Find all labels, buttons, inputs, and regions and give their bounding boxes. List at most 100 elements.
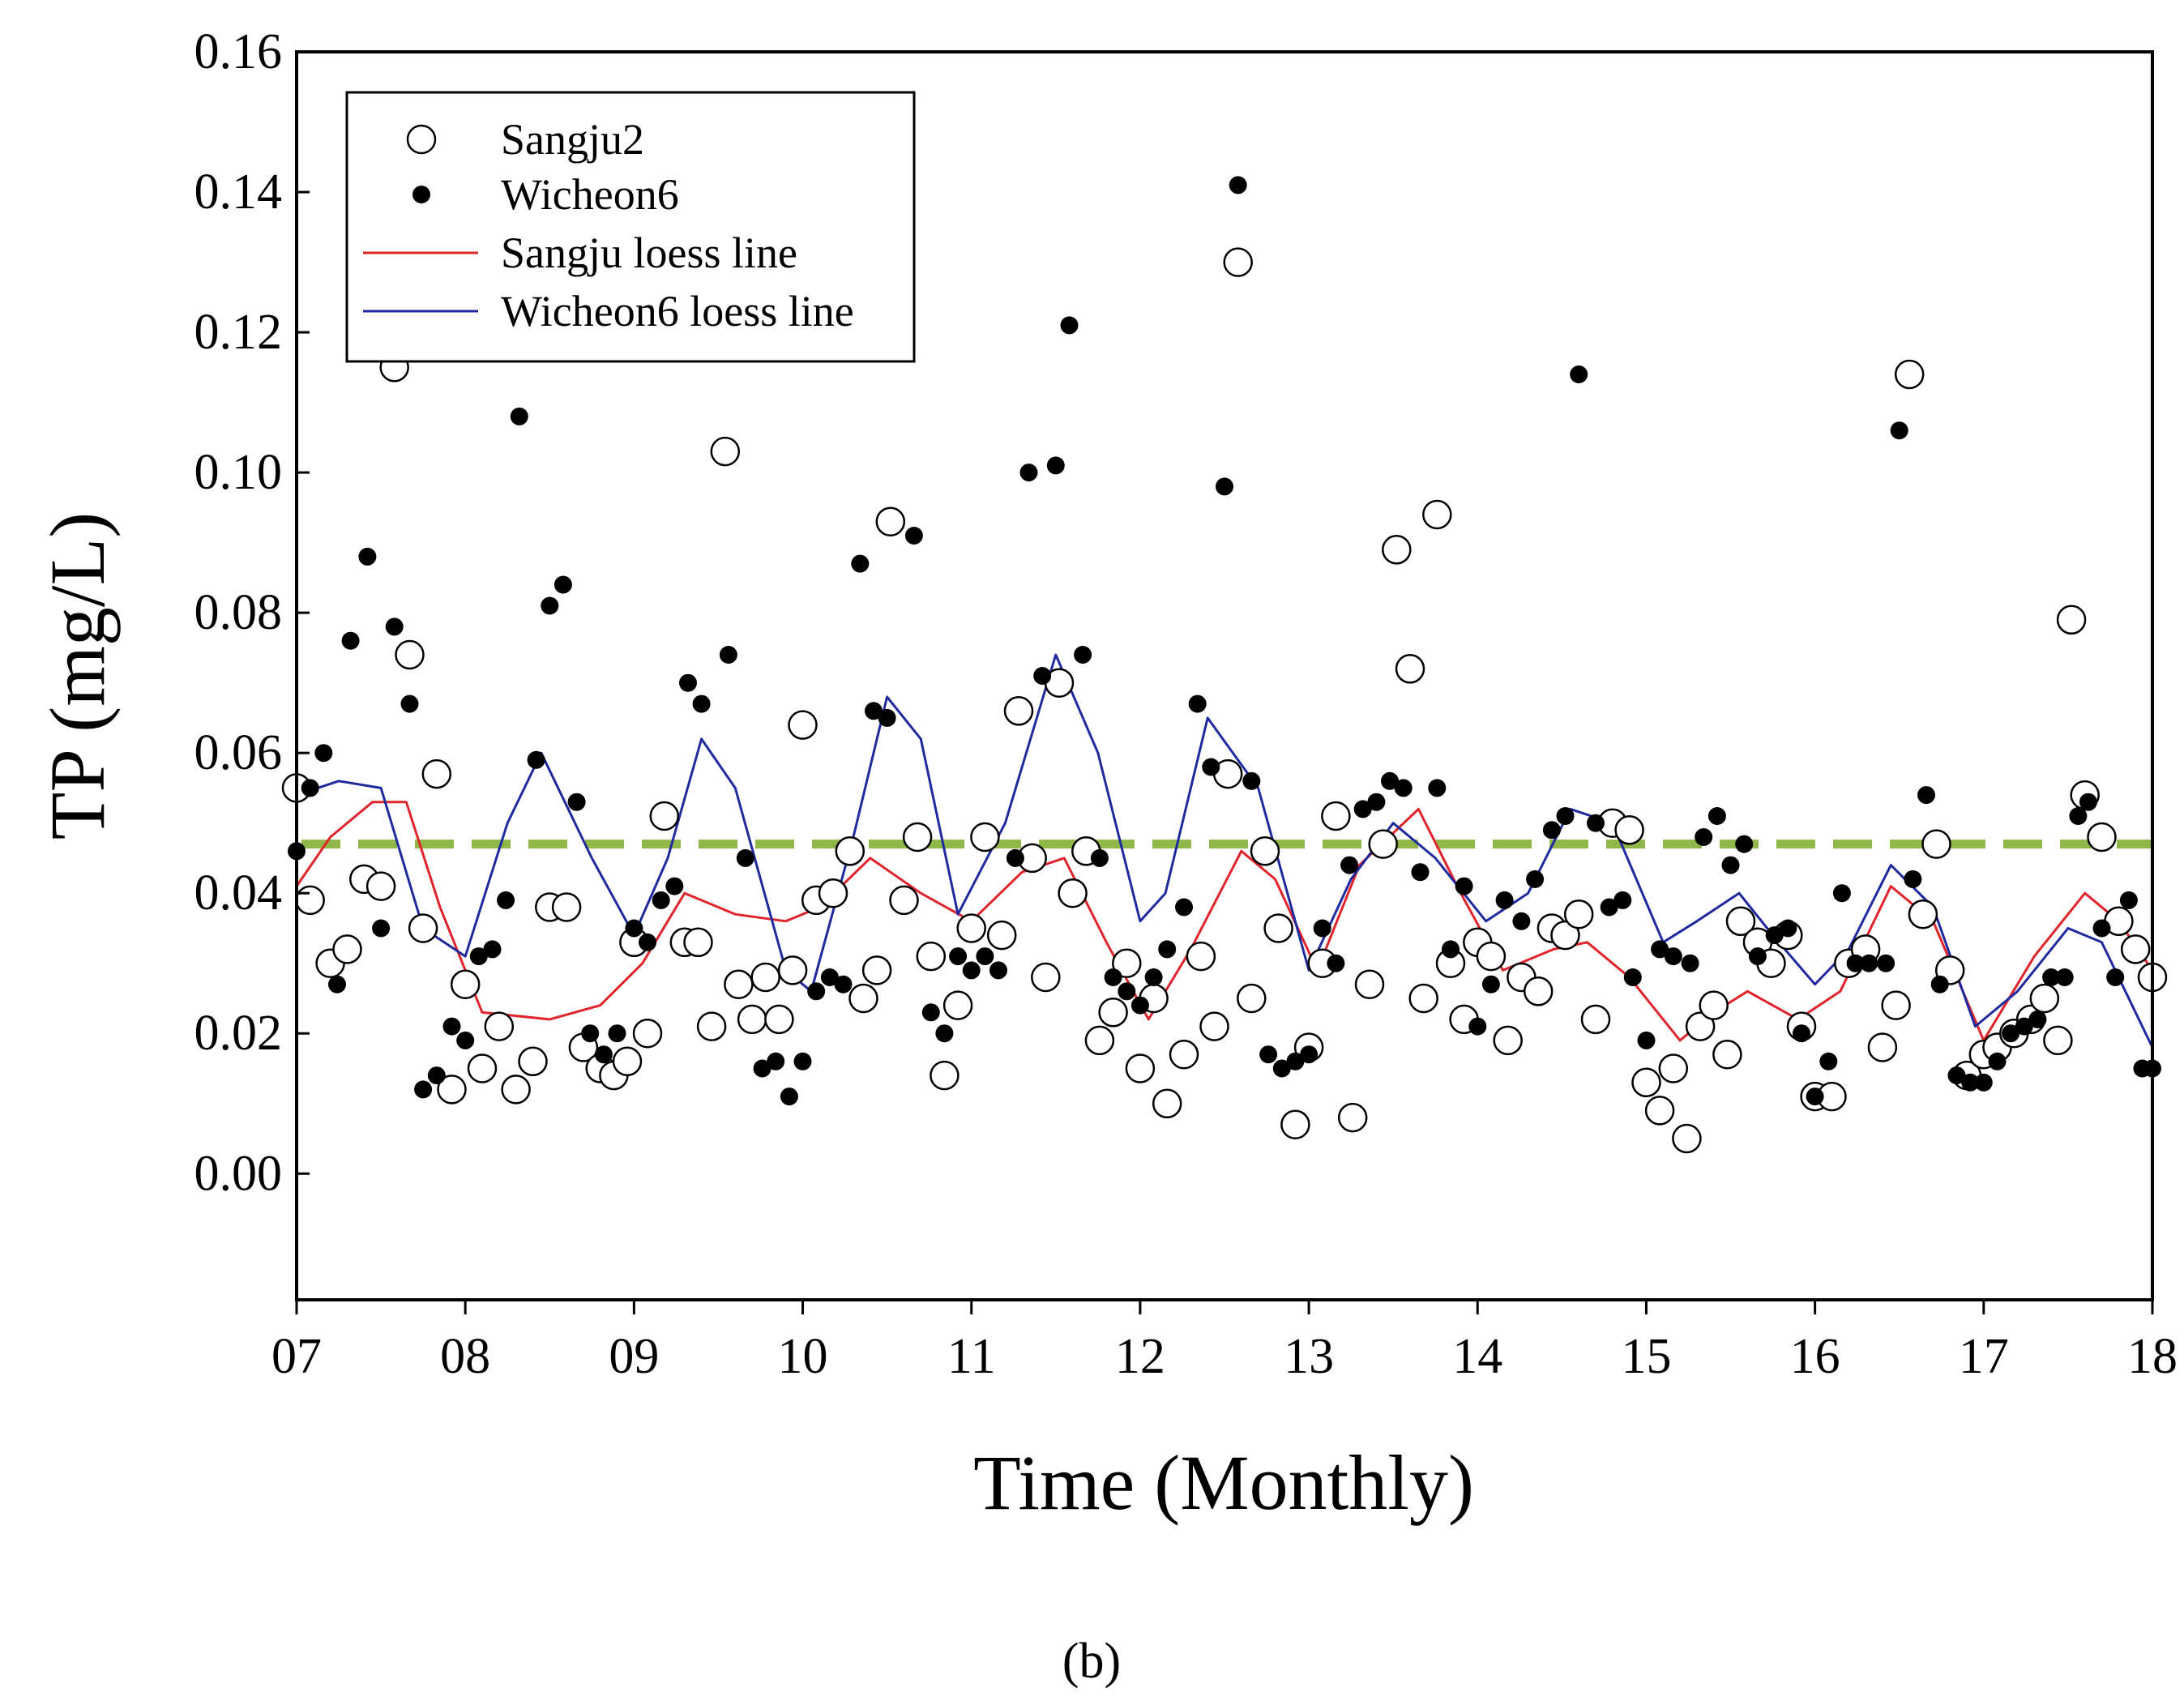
data-point-sangju2-56 — [1098, 998, 1128, 1028]
data-point-wicheon6-19 — [553, 575, 572, 594]
y-tick-label-3: 0.06 — [194, 725, 283, 780]
data-point-wicheon6-69 — [1286, 1052, 1305, 1070]
data-point-sangju2-93 — [1631, 1067, 1661, 1098]
data-point-wicheon6-25 — [639, 933, 656, 951]
data-point-wicheon6-6 — [372, 919, 391, 938]
data-point-wicheon6-4 — [341, 631, 360, 650]
data-point-wicheon6-21 — [581, 1024, 600, 1043]
data-point-sangju2-34 — [788, 710, 818, 740]
data-point-sangju2-38 — [848, 983, 878, 1014]
data-point-sangju2-109 — [1867, 1032, 1898, 1062]
data-point-sangju2-111 — [1894, 359, 1925, 390]
data-point-sangju2-24 — [649, 801, 680, 831]
data-point-sangju2-112 — [1908, 899, 1938, 929]
data-point-sangju2-124 — [2087, 822, 2117, 852]
data-point-wicheon6-97 — [1681, 954, 1699, 972]
legend-marker-open-circle — [406, 124, 437, 155]
loess-line-sangju — [295, 801, 2154, 1042]
data-point-wicheon6-3 — [328, 975, 346, 994]
data-point-wicheon6-109 — [1846, 954, 1865, 972]
data-point-wicheon6-29 — [692, 694, 711, 713]
legend-label-sangju-loess: Sangju loess line — [501, 229, 797, 277]
y-tick-label-0: 0.00 — [194, 1146, 283, 1201]
data-point-sangju2-122 — [2056, 605, 2087, 635]
data-point-wicheon6-114 — [1917, 786, 1935, 805]
data-point-wicheon6-64 — [1216, 477, 1233, 496]
data-point-wicheon6-66 — [1242, 771, 1261, 790]
data-point-sangju2-88 — [1550, 920, 1580, 951]
legend-label-sangju2: Sangju2 — [501, 115, 644, 164]
x-axis-title: Time (Monthly) — [973, 1439, 1474, 1526]
x-tick-label-4: 11 — [947, 1329, 996, 1384]
data-point-wicheon6-56 — [1104, 968, 1122, 986]
data-point-wicheon6-23 — [608, 1024, 626, 1043]
data-point-wicheon6-112 — [1890, 421, 1908, 440]
data-point-wicheon6-71 — [1313, 919, 1331, 938]
data-point-wicheon6-14 — [483, 940, 502, 959]
data-point-sangju2-41 — [889, 885, 919, 916]
data-point-sangju2-28 — [710, 436, 741, 467]
data-point-wicheon6-47 — [976, 947, 994, 966]
data-point-sangju2-11 — [450, 969, 481, 999]
data-point-sangju2-72 — [1321, 801, 1351, 831]
data-point-wicheon6-5 — [358, 547, 377, 566]
data-point-sangju2-29 — [724, 969, 754, 999]
data-point-wicheon6-30 — [719, 646, 737, 664]
data-point-sangju2-110 — [1881, 990, 1911, 1020]
data-point-sangju2-100 — [1725, 906, 1756, 937]
data-point-wicheon6-123 — [2042, 968, 2061, 986]
data-point-wicheon6-39 — [851, 554, 870, 573]
data-point-wicheon6-12 — [456, 1031, 475, 1049]
loess-line-wicheon6 — [296, 653, 2154, 1049]
scatter-points-group — [281, 176, 2168, 1154]
data-point-sangju2-17 — [551, 892, 582, 922]
data-point-wicheon6-1 — [301, 779, 319, 797]
x-tick-label-7: 14 — [1452, 1329, 1502, 1384]
data-point-wicheon6-35 — [793, 1052, 812, 1070]
data-point-sangju2-89 — [1563, 899, 1594, 929]
data-point-sangju2-13 — [484, 1011, 515, 1041]
data-point-wicheon6-46 — [962, 961, 981, 980]
data-point-sangju2-27 — [696, 1011, 727, 1041]
data-point-wicheon6-125 — [2069, 807, 2088, 825]
data-point-sangju2-53 — [1058, 878, 1088, 908]
data-point-wicheon6-106 — [1806, 1088, 1824, 1106]
data-point-sangju2-61 — [1169, 1039, 1199, 1070]
data-point-wicheon6-45 — [949, 947, 968, 966]
x-tick-label-5: 12 — [1115, 1329, 1165, 1384]
data-point-wicheon6-72 — [1327, 954, 1345, 972]
data-point-wicheon6-88 — [1556, 807, 1575, 825]
data-point-sangju2-78 — [1408, 983, 1438, 1014]
data-point-sangju2-23 — [632, 1018, 663, 1049]
y-tick-label-7: 0.14 — [194, 165, 283, 220]
axis-ticks-group: 0.00 0.02 0.04 0.06 0.08 0.10 0.12 0.14 0.16 07 08… — [194, 24, 2178, 1384]
data-point-sangju2-66 — [1237, 983, 1267, 1014]
data-point-wicheon6-22 — [594, 1045, 613, 1064]
x-tick-label-1: 08 — [440, 1329, 490, 1384]
data-point-wicheon6-79 — [1428, 779, 1447, 797]
data-point-wicheon6-92 — [1613, 891, 1632, 909]
x-tick-label-10: 17 — [1959, 1329, 2009, 1384]
data-point-sangju2-39 — [861, 955, 892, 985]
data-point-wicheon6-49 — [1006, 848, 1024, 867]
data-point-wicheon6-36 — [807, 982, 826, 1001]
data-point-sangju2-12 — [467, 1053, 498, 1083]
data-point-sangju2-43 — [916, 941, 947, 972]
x-tick-label-2: 09 — [609, 1329, 659, 1384]
data-point-sangju2-31 — [750, 962, 780, 993]
data-point-wicheon6-89 — [1570, 365, 1588, 383]
data-point-sangju2-15 — [518, 1046, 548, 1077]
data-point-sangju2-37 — [835, 836, 865, 866]
y-tick-label-1: 0.02 — [194, 1006, 283, 1061]
data-point-wicheon6-90 — [1587, 814, 1605, 832]
data-point-wicheon6-74 — [1353, 800, 1372, 818]
data-point-wicheon6-28 — [679, 673, 697, 692]
data-point-wicheon6-8 — [400, 694, 419, 713]
data-point-sangju2-99 — [1712, 1039, 1742, 1070]
data-point-sangju2-120 — [2029, 983, 2060, 1014]
data-point-sangju2-79 — [1422, 499, 1452, 530]
data-point-wicheon6-94 — [1637, 1031, 1656, 1049]
data-point-wicheon6-80 — [1442, 940, 1460, 959]
data-point-wicheon6-121 — [2015, 1017, 2033, 1036]
